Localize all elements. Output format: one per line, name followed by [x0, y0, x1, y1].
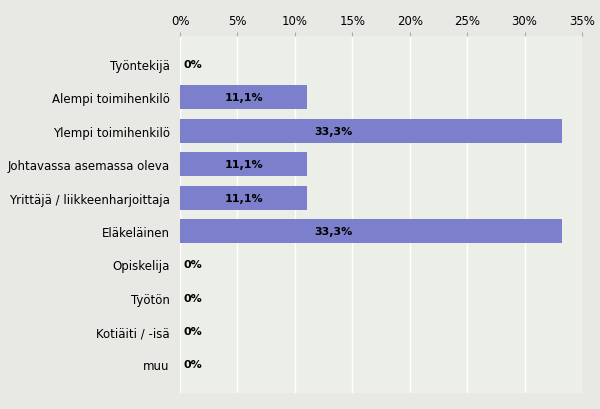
Text: 11,1%: 11,1% [224, 93, 263, 103]
Bar [180, 119, 562, 144]
Bar [180, 153, 307, 177]
Text: 0%: 0% [184, 360, 202, 369]
Text: 0%: 0% [184, 260, 202, 270]
Bar [180, 186, 307, 210]
Text: 11,1%: 11,1% [224, 193, 263, 203]
Bar [180, 219, 562, 243]
Text: 33,3%: 33,3% [314, 226, 352, 236]
Text: 0%: 0% [184, 293, 202, 303]
Text: 11,1%: 11,1% [224, 160, 263, 170]
Bar [180, 86, 307, 110]
Text: 0%: 0% [184, 60, 202, 70]
Text: 0%: 0% [184, 326, 202, 336]
Text: 33,3%: 33,3% [314, 126, 352, 137]
